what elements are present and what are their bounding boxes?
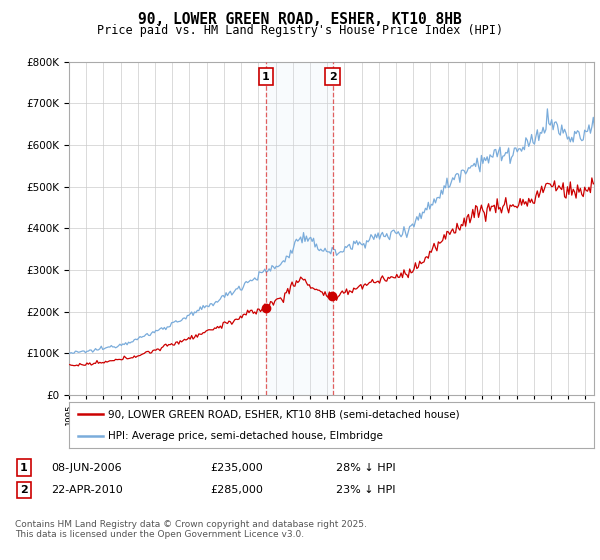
Text: 22-APR-2010: 22-APR-2010 [51, 485, 123, 495]
Text: 1: 1 [20, 463, 28, 473]
Text: 90, LOWER GREEN ROAD, ESHER, KT10 8HB: 90, LOWER GREEN ROAD, ESHER, KT10 8HB [138, 12, 462, 27]
Text: 2: 2 [20, 485, 28, 495]
Text: £285,000: £285,000 [210, 485, 263, 495]
Text: 90, LOWER GREEN ROAD, ESHER, KT10 8HB (semi-detached house): 90, LOWER GREEN ROAD, ESHER, KT10 8HB (s… [109, 409, 460, 419]
Text: 08-JUN-2006: 08-JUN-2006 [51, 463, 122, 473]
Bar [266, 62, 332, 395]
Text: Price paid vs. HM Land Registry's House Price Index (HPI): Price paid vs. HM Land Registry's House … [97, 24, 503, 36]
Text: Contains HM Land Registry data © Crown copyright and database right 2025.
This d: Contains HM Land Registry data © Crown c… [15, 520, 367, 539]
Text: £235,000: £235,000 [210, 463, 263, 473]
Text: 2: 2 [329, 72, 337, 82]
Text: 28% ↓ HPI: 28% ↓ HPI [336, 463, 395, 473]
Text: HPI: Average price, semi-detached house, Elmbridge: HPI: Average price, semi-detached house,… [109, 431, 383, 441]
Text: 1: 1 [262, 72, 270, 82]
Text: 23% ↓ HPI: 23% ↓ HPI [336, 485, 395, 495]
